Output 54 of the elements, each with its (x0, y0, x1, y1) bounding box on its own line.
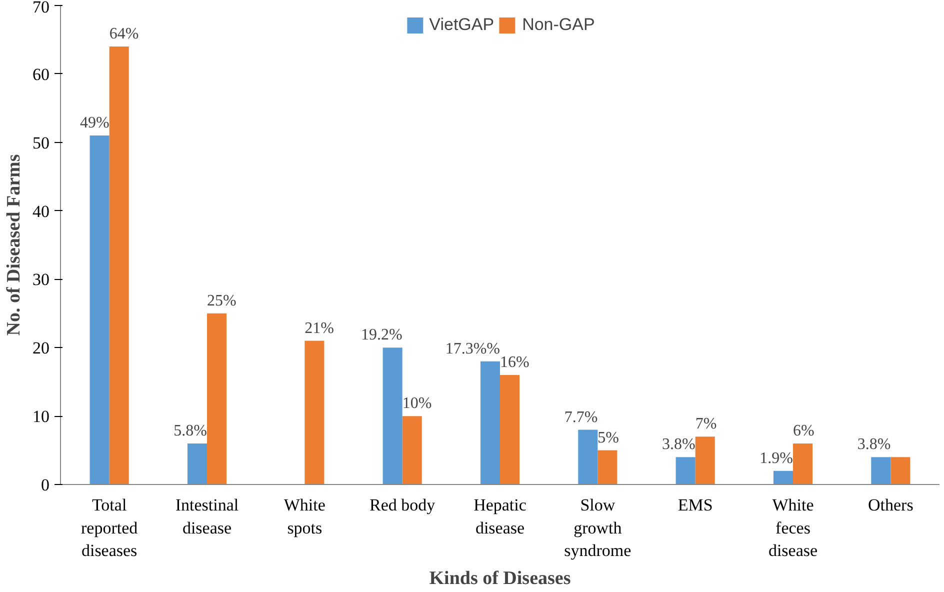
bar (890, 457, 910, 484)
data-label: 10% (402, 395, 432, 412)
bar (676, 457, 696, 484)
x-tick-label: EMS (678, 496, 713, 514)
y-tick-label: 30 (32, 270, 50, 290)
annotation: 19.2% (361, 326, 402, 344)
bar (382, 348, 402, 484)
bar (793, 443, 813, 484)
x-tick-label: Total reported diseases (81, 496, 138, 560)
annotation: 7.7% (564, 408, 598, 426)
y-tick-label: 0 (41, 476, 50, 494)
legend-label: VietGAP (429, 15, 494, 35)
bar (871, 457, 891, 484)
data-label: 64% (109, 26, 139, 43)
annotation: 3.8% (857, 436, 891, 454)
y-tick-label: 50 (32, 133, 50, 152)
y-tick-label: 40 (32, 202, 50, 221)
y-tick-label: 60 (32, 64, 50, 84)
bar (578, 430, 598, 484)
bar (304, 340, 324, 484)
x-tick-label: Hepatic disease (474, 496, 527, 538)
bar (187, 443, 207, 484)
x-tick-label: White feces disease (768, 496, 818, 560)
bar (480, 361, 500, 484)
data-label: 6% (793, 422, 814, 440)
bar (500, 375, 520, 484)
annotation: 5.8% (174, 422, 207, 440)
annotation: 1.9% (760, 450, 793, 467)
x-axis-title: Kinds of Diseases (429, 568, 571, 590)
y-tick-label: 10 (32, 407, 50, 426)
y-tick-label: 20 (32, 338, 50, 358)
annotation: 49% (80, 114, 110, 132)
data-label: 7% (695, 416, 717, 433)
x-tick-label: White spots (284, 496, 326, 538)
x-tick-label: Slow growth syndrome (564, 496, 632, 560)
bar (695, 436, 715, 484)
bar (773, 470, 793, 484)
data-label: 5% (598, 429, 619, 446)
bar (402, 416, 422, 484)
legend-label: Non-GAP (522, 15, 595, 35)
x-tick-label: Others (868, 496, 914, 514)
bar (207, 313, 227, 484)
y-tick-label: 70 (32, 0, 50, 16)
annotation: 3.8% (662, 436, 696, 454)
annotation: 17.3%% (445, 340, 500, 358)
x-tick-label: Red body (370, 496, 436, 514)
data-label: 21% (304, 320, 334, 337)
bar (598, 450, 618, 484)
bar (109, 46, 129, 484)
bar (90, 136, 110, 484)
data-label: 16% (500, 354, 530, 372)
data-label: 25% (207, 292, 236, 310)
y-axis-title: No. of Diseased Farms (4, 154, 24, 336)
x-tick-label: Intestinal disease (175, 496, 239, 538)
